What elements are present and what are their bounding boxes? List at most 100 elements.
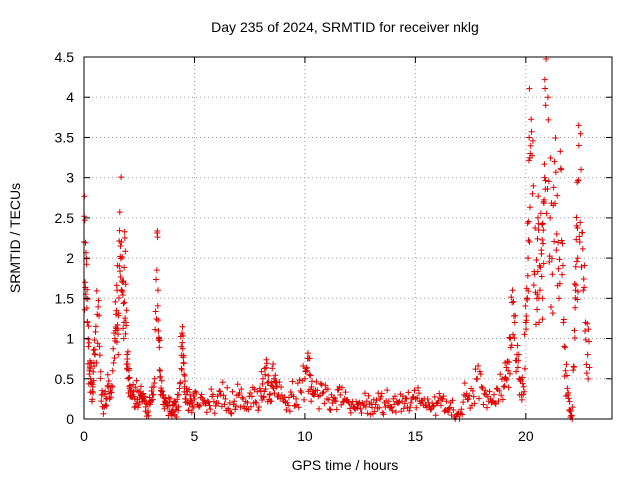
- data-point: [521, 331, 528, 338]
- data-point: [188, 409, 195, 416]
- data-point: [507, 335, 514, 342]
- data-point: [514, 342, 521, 349]
- data-point: [509, 287, 516, 294]
- data-point: [558, 166, 565, 173]
- data-point: [427, 406, 434, 413]
- data-point: [471, 400, 478, 407]
- data-point: [538, 273, 545, 280]
- data-point: [575, 122, 582, 129]
- data-point: [522, 302, 529, 309]
- data-point: [85, 343, 92, 350]
- data-point: [569, 404, 576, 411]
- data-point: [86, 339, 93, 346]
- data-point: [539, 236, 546, 243]
- data-point: [82, 279, 89, 286]
- data-point: [103, 402, 110, 409]
- data-point: [274, 383, 281, 390]
- data-point: [178, 366, 185, 373]
- data-point: [150, 391, 157, 398]
- data-point: [265, 372, 272, 379]
- data-point: [117, 255, 124, 262]
- data-point: [124, 348, 131, 355]
- data-point: [181, 372, 188, 379]
- data-point: [432, 412, 439, 419]
- data-point: [153, 276, 160, 283]
- data-point: [515, 357, 522, 364]
- data-point: [441, 408, 448, 415]
- data-point: [221, 401, 228, 408]
- data-point: [557, 148, 564, 155]
- data-point: [519, 374, 526, 381]
- data-point: [524, 295, 531, 302]
- data-point: [175, 391, 182, 398]
- data-point: [238, 386, 245, 393]
- data-point: [84, 318, 91, 325]
- data-point: [120, 335, 127, 342]
- data-point: [154, 234, 161, 241]
- data-point: [583, 370, 590, 377]
- data-point: [255, 407, 262, 414]
- data-point: [267, 391, 274, 398]
- data-point: [304, 367, 311, 374]
- data-point: [543, 210, 550, 217]
- data-point: [539, 295, 546, 302]
- data-point: [337, 391, 344, 398]
- data-point: [211, 410, 218, 417]
- data-point: [400, 405, 407, 412]
- data-point: [145, 412, 152, 419]
- data-point: [212, 402, 219, 409]
- data-point: [548, 255, 555, 262]
- data-point: [402, 395, 409, 402]
- data-point: [378, 390, 385, 397]
- data-point: [526, 238, 533, 245]
- data-point: [575, 142, 582, 149]
- data-point: [228, 410, 235, 417]
- data-point: [167, 395, 174, 402]
- data-point: [164, 403, 171, 410]
- data-point: [392, 409, 399, 416]
- data-point: [347, 409, 354, 416]
- data-point: [120, 325, 127, 332]
- data-point: [335, 386, 342, 393]
- data-point: [406, 407, 413, 414]
- data-point: [306, 371, 313, 378]
- data-point: [565, 395, 572, 402]
- data-point: [286, 394, 293, 401]
- data-point: [153, 267, 160, 274]
- data-point: [571, 280, 578, 287]
- data-point: [363, 398, 370, 405]
- data-point: [573, 236, 580, 243]
- data-point: [263, 360, 270, 367]
- data-point: [498, 392, 505, 399]
- data-point: [89, 396, 96, 403]
- data-point: [210, 391, 217, 398]
- data-point: [234, 381, 241, 388]
- data-point: [354, 404, 361, 411]
- data-point: [491, 391, 498, 398]
- data-point: [495, 398, 502, 405]
- data-point: [373, 397, 380, 404]
- data-point: [438, 402, 445, 409]
- data-point: [503, 364, 510, 371]
- data-point: [530, 282, 537, 289]
- data-point: [491, 399, 498, 406]
- data-point: [355, 400, 362, 407]
- data-point: [109, 367, 116, 374]
- data-point: [357, 405, 364, 412]
- data-point: [284, 399, 291, 406]
- data-point: [185, 407, 192, 414]
- data-point: [503, 376, 510, 383]
- data-point: [497, 371, 504, 378]
- data-point: [580, 287, 587, 294]
- data-point: [294, 380, 301, 387]
- data-point: [415, 384, 422, 391]
- data-point: [222, 395, 229, 402]
- x-axis-label: GPS time / hours: [292, 457, 399, 473]
- data-point: [155, 327, 162, 334]
- data-point: [276, 378, 283, 385]
- data-point: [120, 277, 127, 284]
- data-point: [219, 379, 226, 386]
- data-point: [572, 263, 579, 270]
- data-point: [115, 295, 122, 302]
- data-point: [115, 351, 122, 358]
